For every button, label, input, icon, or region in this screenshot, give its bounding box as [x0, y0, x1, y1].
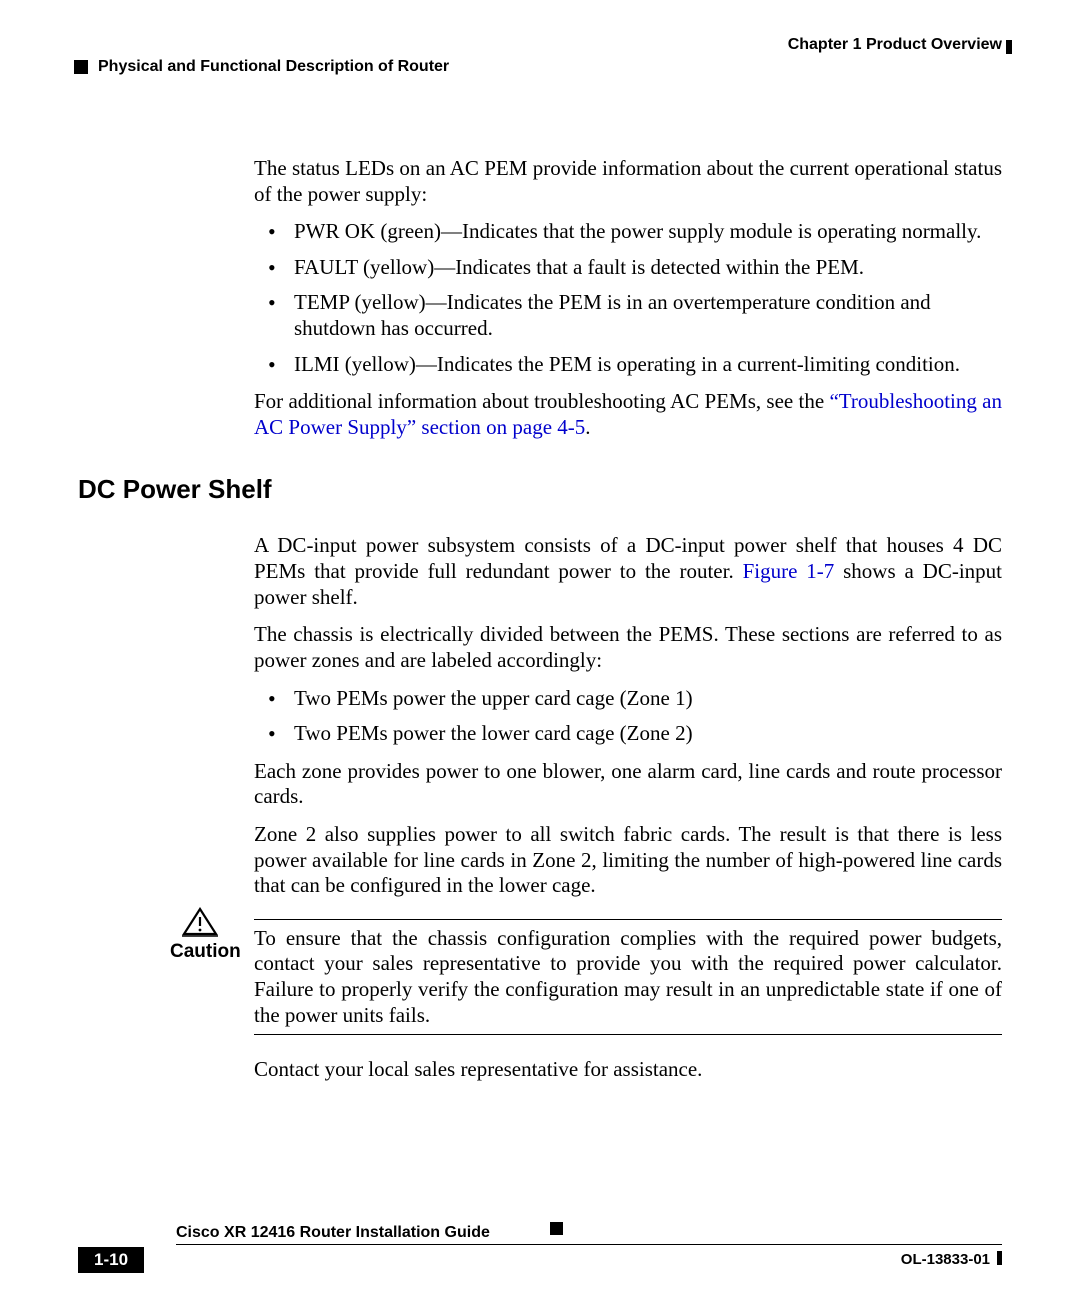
- dc-content: A DC-input power subsystem consists of a…: [254, 533, 1002, 898]
- list-item: FAULT (yellow)—Indicates that a fault is…: [254, 255, 1002, 281]
- header-square-icon: [74, 60, 88, 74]
- page: Chapter 1 Product Overview Physical and …: [0, 0, 1080, 1311]
- page-header: Chapter 1 Product Overview Physical and …: [78, 36, 1002, 76]
- page-footer: Cisco XR 12416 Router Installation Guide…: [78, 1224, 1002, 1271]
- footer-square-icon: [550, 1222, 563, 1235]
- caution-block: Caution To ensure that the chassis confi…: [78, 919, 1002, 1035]
- intro-paragraph: The status LEDs on an AC PEM provide inf…: [254, 156, 1002, 207]
- caution-rule-top: [254, 919, 1002, 920]
- footer-bar-icon: [997, 1251, 1002, 1265]
- dc-paragraph-3: Each zone provides power to one blower, …: [254, 759, 1002, 810]
- list-item: Two PEMs power the upper card cage (Zone…: [254, 686, 1002, 712]
- troubleshoot-paragraph: For additional information about trouble…: [254, 389, 1002, 440]
- list-item: PWR OK (green)—Indicates that the power …: [254, 219, 1002, 245]
- troubleshoot-post: .: [585, 415, 590, 439]
- figure-link[interactable]: Figure 1-7: [743, 559, 835, 583]
- list-item: ILMI (yellow)—Indicates the PEM is opera…: [254, 352, 1002, 378]
- page-number: 1-10: [78, 1247, 144, 1273]
- dc-paragraph-4: Zone 2 also supplies power to all switch…: [254, 822, 1002, 899]
- led-list: PWR OK (green)—Indicates that the power …: [254, 219, 1002, 377]
- list-item: Two PEMs power the lower card cage (Zone…: [254, 721, 1002, 747]
- zone-list: Two PEMs power the upper card cage (Zone…: [254, 686, 1002, 747]
- caution-icon: [182, 907, 218, 942]
- contact-content: Contact your local sales representative …: [254, 1057, 1002, 1083]
- dc-paragraph-2: The chassis is electrically divided betw…: [254, 622, 1002, 673]
- footer-doc-id: OL-13833-01: [901, 1251, 990, 1268]
- caution-rule-bottom: [254, 1034, 1002, 1035]
- troubleshoot-pre: For additional information about trouble…: [254, 389, 829, 413]
- header-bar-icon: [1006, 40, 1012, 54]
- footer-guide-title: Cisco XR 12416 Router Installation Guide: [176, 1224, 1002, 1242]
- dc-power-shelf-heading: DC Power Shelf: [78, 474, 1002, 505]
- footer-bottom: 1-10 OL-13833-01: [78, 1245, 1002, 1271]
- dc-paragraph-1: A DC-input power subsystem consists of a…: [254, 533, 1002, 610]
- list-item: TEMP (yellow)—Indicates the PEM is in an…: [254, 290, 1002, 341]
- caution-label: Caution: [170, 941, 241, 963]
- body-content: The status LEDs on an AC PEM provide inf…: [254, 156, 1002, 440]
- chapter-label: Chapter 1 Product Overview: [788, 36, 1002, 54]
- caution-text: To ensure that the chassis configuration…: [254, 926, 1002, 1028]
- contact-paragraph: Contact your local sales representative …: [254, 1057, 1002, 1083]
- section-label: Physical and Functional Description of R…: [98, 58, 449, 76]
